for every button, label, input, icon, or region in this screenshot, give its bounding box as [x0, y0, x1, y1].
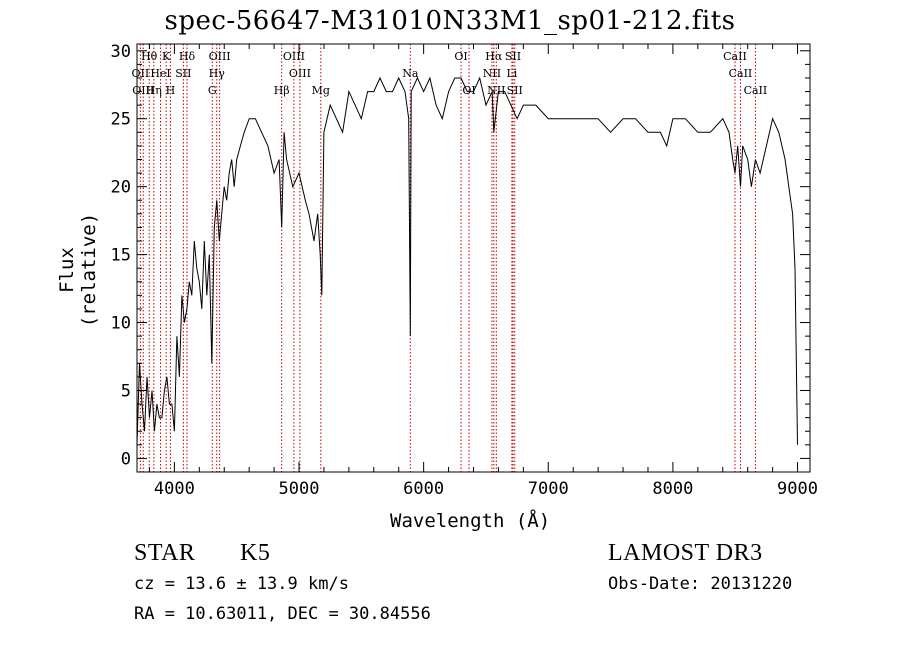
label-S-II-a: SII: [175, 67, 191, 80]
label-H-alpha: Hα: [485, 50, 503, 63]
label-H-delta: Hδ: [179, 50, 196, 63]
subclass-label: K5: [240, 540, 271, 566]
x-tick-label: 8000: [652, 479, 693, 499]
label-O-I: OI: [454, 50, 467, 63]
y-tick-label: 20: [111, 178, 131, 198]
label-Ca-II-c: CaII: [744, 84, 768, 97]
y-tick-label: 10: [111, 314, 131, 334]
spectrum-series-line: [136, 76, 798, 445]
x-tick-label: 9000: [777, 479, 818, 499]
label-N-II-a: NII: [483, 67, 501, 80]
coordinates: RA = 10.63011, DEC = 30.84556: [134, 604, 431, 624]
label-O-III-c: OIII: [283, 50, 305, 63]
label-S-II-b: SII: [505, 50, 521, 63]
label-G: G: [208, 84, 217, 97]
label-Na: Na: [402, 67, 419, 80]
y-tick-label: 25: [111, 110, 131, 130]
x-axis-label: Wavelength (Å): [390, 510, 551, 532]
y-tick-label: 5: [121, 381, 131, 401]
label-H-beta: Hβ: [274, 84, 290, 97]
y-tick-label: 15: [111, 246, 131, 266]
label-Ca-II-a: CaII: [723, 50, 747, 63]
label-O-II: OII: [132, 67, 150, 80]
cz-readout: cz = 13.6 ± 13.9 km/s: [134, 574, 349, 594]
chart-title: spec-56647-M31010N33M1_sp01-212.fits: [164, 6, 736, 36]
label-K: K: [162, 50, 171, 63]
plot-frame: [136, 43, 811, 473]
label-H-gamma: Hγ: [209, 67, 226, 80]
x-tick-label: 4000: [154, 479, 195, 499]
label-Mg: Mg: [312, 84, 330, 97]
y-tick-label: 0: [121, 449, 131, 469]
label-O-III-b: OIII: [209, 50, 231, 63]
label-Li: Li: [506, 67, 517, 80]
label-H-eta: Hη: [146, 84, 162, 97]
y-axis-label: Flux (relative): [56, 212, 100, 328]
survey-label: LAMOST DR3: [608, 540, 763, 566]
label-S-II-c: SII: [507, 84, 523, 97]
x-axis-ticks: 4000 5000 6000 7000 8000 9000: [148, 44, 818, 499]
label-O-III-d: OIII: [289, 67, 311, 80]
obs-date: Obs-Date: 20131220: [608, 574, 793, 594]
label-He-I: HeI: [150, 67, 170, 80]
label-N-II-b: NII: [487, 84, 505, 97]
class-label: STAR: [134, 540, 196, 566]
y-axis-ticks: 0 5 10 15 20 25 30: [111, 42, 810, 469]
label-Ca-II-b: CaII: [729, 67, 753, 80]
x-tick-label: 6000: [403, 479, 444, 499]
label-H: H: [166, 84, 176, 97]
label-H-theta: Hθ: [141, 50, 158, 63]
spectral-line-markers: [139, 44, 756, 472]
x-tick-label: 5000: [279, 479, 320, 499]
y-tick-label: 30: [111, 42, 131, 62]
x-tick-label: 7000: [528, 479, 569, 499]
label-O-III-a: OIII: [132, 84, 154, 97]
